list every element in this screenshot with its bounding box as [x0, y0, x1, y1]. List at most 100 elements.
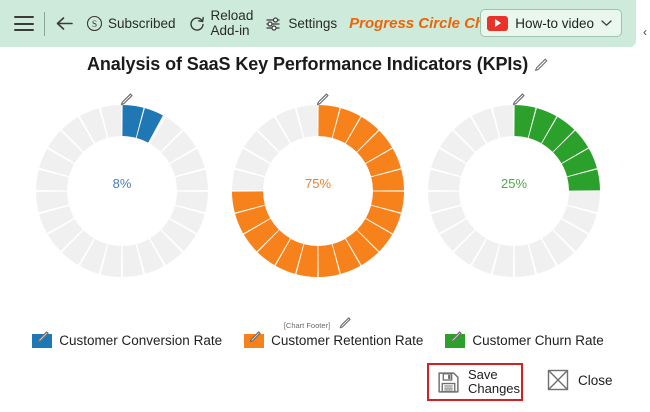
donut-track-segment	[39, 148, 75, 177]
edit-series-3-pencil-icon[interactable]	[511, 92, 526, 107]
donut-3-value-label: 25%	[500, 175, 528, 191]
edit-series-1-pencil-icon[interactable]	[119, 92, 134, 107]
dialog-action-bar: Save Changes Close	[0, 362, 636, 406]
donut-track-segment	[428, 191, 461, 213]
donut-track-segment	[136, 238, 165, 274]
donut-track-segment	[36, 169, 69, 191]
how-to-video-label: How-to video	[515, 15, 594, 31]
donut-value-segment	[122, 105, 144, 138]
svg-text:S: S	[92, 20, 97, 30]
donut-track-segment	[471, 108, 500, 144]
donut-track-segment	[453, 117, 486, 152]
donut-value-segment	[561, 148, 597, 177]
donut-value-segment	[136, 108, 163, 143]
donut-track-segment	[48, 130, 83, 163]
collapse-pane-chevron-icon[interactable]: ‹	[643, 25, 647, 39]
donut-value-segment	[318, 105, 340, 138]
x-box-icon	[546, 368, 570, 392]
donut-value-segment	[345, 116, 379, 152]
donut-track-segment	[235, 148, 271, 177]
chart-footer-label: [Chart Footer]	[283, 321, 331, 330]
donut-value-segment	[541, 116, 575, 152]
donut-track-segment	[567, 191, 600, 213]
edit-legend-pencil-icon[interactable]	[248, 330, 262, 344]
donut-track-segment	[39, 205, 75, 234]
legend-label-churn: Customer Churn Rate	[472, 333, 604, 348]
donut-track-segment	[553, 219, 588, 252]
donut-value-segment	[243, 218, 279, 252]
donut-track-segment	[61, 230, 94, 265]
settings-label: Settings	[288, 16, 338, 31]
donut-track-segment	[161, 130, 196, 163]
legend-swatch-retention[interactable]	[244, 330, 265, 348]
donut-track-segment	[440, 130, 475, 163]
donut-value-segment	[318, 244, 340, 277]
edit-series-2-pencil-icon[interactable]	[315, 92, 330, 107]
donut-track-segment	[440, 219, 475, 252]
donut-track-segment	[542, 230, 575, 265]
legend-item-churn[interactable]: Customer Churn Rate	[445, 330, 604, 348]
chevron-down-icon	[601, 19, 612, 27]
donut-track-segment	[528, 238, 557, 274]
donut-track-segment	[175, 191, 208, 213]
legend-item-retention[interactable]: Customer Retention Rate	[244, 330, 424, 348]
donut-value-segment	[514, 105, 536, 138]
hamburger-menu-button[interactable]	[6, 14, 40, 33]
donut-track-segment	[122, 244, 144, 277]
donut-chart-2[interactable]: 75%	[228, 92, 408, 277]
donut-track-segment	[431, 148, 467, 177]
save-changes-label: Save Changes	[468, 367, 520, 396]
back-button[interactable]	[49, 13, 80, 34]
edit-footer-pencil-icon[interactable]	[338, 317, 352, 332]
legend-item-conversion[interactable]: Customer Conversion Rate	[32, 330, 223, 348]
donut-2-graphic	[232, 105, 404, 277]
donut-track-segment	[48, 219, 83, 252]
legend-label-retention: Customer Retention Rate	[271, 333, 424, 348]
dollar-circle-icon: S	[86, 15, 103, 32]
how-to-video-button[interactable]: How-to video	[480, 9, 622, 37]
legend-label-conversion: Customer Conversion Rate	[59, 333, 223, 348]
reload-addin-label: Reload Add-in	[211, 9, 254, 38]
donut-track-segment	[36, 191, 69, 213]
donut-3-graphic	[428, 105, 600, 277]
floppy-disk-icon	[436, 370, 461, 395]
youtube-play-icon	[487, 15, 509, 31]
donut-value-segment	[332, 238, 361, 274]
legend-swatch-churn[interactable]	[445, 330, 466, 348]
sliders-icon	[265, 15, 283, 33]
donut-track-segment	[453, 230, 486, 265]
donut-track-segment	[431, 205, 467, 234]
donut-track-segment	[100, 244, 122, 277]
reload-addin-button[interactable]: Reload Add-in	[182, 7, 260, 40]
legend-swatch-conversion[interactable]	[32, 330, 53, 348]
edit-legend-pencil-icon[interactable]	[36, 330, 50, 344]
save-changes-button[interactable]: Save Changes	[427, 363, 523, 401]
donut-track-segment	[79, 108, 108, 144]
donut-track-segment	[79, 238, 108, 274]
addin-toolbar: S Subscribed Reload Add-in	[0, 0, 636, 47]
donut-chart-1[interactable]: 8%	[32, 92, 212, 277]
chart-footer: [Chart Footer]	[0, 316, 636, 332]
donut-track-segment	[232, 169, 265, 191]
donut-value-segment	[345, 230, 379, 266]
donut-track-segment	[296, 105, 318, 138]
donut-value-segment	[567, 169, 600, 191]
reload-label-line2: Add-in	[210, 22, 250, 38]
donut-track-segment	[161, 219, 196, 252]
donut-chart-3[interactable]: 25%	[424, 92, 604, 277]
donut-value-segment	[296, 244, 318, 277]
donut-track-segment	[471, 238, 500, 274]
settings-button[interactable]: Settings	[259, 13, 343, 35]
edit-legend-pencil-icon[interactable]	[449, 330, 463, 344]
legend-color-box	[32, 333, 53, 348]
donut-1-graphic	[36, 105, 208, 277]
close-button[interactable]: Close	[546, 368, 613, 392]
donut-track-segment	[169, 148, 205, 177]
progress-circle-charts: 8% 75%	[0, 92, 636, 302]
close-label: Close	[578, 372, 613, 388]
donut-value-segment	[232, 191, 265, 213]
edit-title-pencil-icon[interactable]	[533, 57, 549, 73]
subscribed-button[interactable]: S Subscribed	[80, 13, 182, 34]
donut-track-segment	[257, 117, 290, 152]
donut-track-segment	[428, 169, 461, 191]
